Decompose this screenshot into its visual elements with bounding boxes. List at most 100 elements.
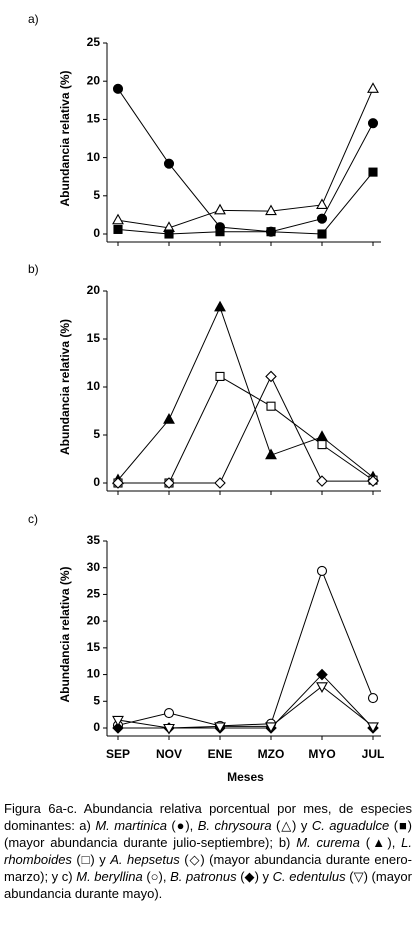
caption-text: (◆) y: [236, 869, 273, 884]
y-tick-label: 20: [87, 283, 101, 297]
y-tick-label: 0: [93, 475, 100, 489]
y-tick-label: 15: [87, 112, 101, 126]
x-tick-label: MZO: [258, 747, 285, 761]
x-axis-label: Meses: [227, 770, 264, 784]
panel-label: b): [28, 262, 39, 276]
species-name: C. edentulus: [272, 869, 346, 884]
y-axis-label: Abundancia relativa (%): [58, 566, 72, 702]
y-tick-label: 20: [87, 613, 101, 627]
caption-text: (▲),: [359, 835, 402, 850]
series-line: [118, 375, 373, 484]
y-tick-label: 25: [87, 587, 101, 601]
series-line: [117, 685, 374, 729]
y-tick-label: 15: [87, 331, 101, 345]
marker: [215, 227, 225, 237]
marker: [265, 722, 277, 734]
marker: [367, 693, 379, 704]
caption-text: (○),: [142, 869, 171, 884]
marker: [316, 198, 328, 210]
y-tick-label: 10: [87, 379, 101, 393]
series-line: [117, 88, 374, 229]
species-name: M. martinica: [95, 818, 167, 833]
panel-label: c): [28, 512, 38, 526]
y-tick-label: 0: [93, 226, 100, 240]
y-tick-label: 0: [93, 720, 100, 734]
marker: [112, 715, 124, 727]
marker: [316, 565, 328, 576]
marker: [163, 707, 175, 719]
marker: [112, 722, 124, 734]
caption-text: (●),: [166, 818, 198, 833]
marker: [316, 430, 328, 441]
marker: [214, 300, 226, 312]
x-tick-label: JUL: [362, 747, 385, 761]
marker: [163, 413, 175, 424]
caption-text: (◇) (mayor abundancia durante enero-marz…: [4, 852, 412, 884]
caption: Figura 6a-c. Abundancia relativa porcent…: [4, 800, 412, 902]
species-name: A. hepsetus: [110, 852, 180, 867]
species-name: B. chrysoura: [197, 818, 272, 833]
marker: [164, 229, 174, 239]
marker: [265, 448, 277, 460]
marker: [112, 477, 124, 489]
marker: [367, 82, 379, 93]
y-tick-label: 35: [87, 533, 101, 547]
marker: [215, 371, 225, 381]
caption-text: (■) (mayor abundancia durante julio-sept…: [4, 818, 412, 850]
marker: [317, 229, 327, 239]
panel-label: a): [28, 12, 39, 26]
marker: [316, 668, 328, 681]
series-line: [117, 88, 374, 233]
x-tick-label: NOV: [156, 747, 182, 761]
marker: [266, 401, 276, 411]
series-line: [117, 305, 374, 481]
y-tick-label: 5: [93, 427, 100, 441]
caption-text: (▽) (mayor abundancia durante mayo).: [4, 869, 412, 901]
y-tick-label: 10: [87, 150, 101, 164]
caption-text: (□) y: [71, 852, 111, 867]
marker: [316, 213, 328, 224]
y-tick-label: 30: [87, 560, 101, 574]
species-name: M. beryllina: [76, 869, 143, 884]
marker: [367, 475, 379, 487]
y-tick-label: 20: [87, 73, 101, 87]
marker: [316, 682, 328, 693]
marker: [214, 477, 226, 489]
marker: [163, 477, 175, 489]
y-axis-label: Abundancia relativa (%): [58, 70, 72, 206]
marker: [214, 203, 226, 215]
marker: [265, 370, 277, 383]
marker: [214, 722, 226, 734]
chart: a) Abundancia relativa (%) 0 5 10 15 20 25 b) Abu…: [28, 12, 385, 784]
x-tick-label: ENE: [208, 747, 233, 761]
species-name: L. rhomboides: [4, 835, 412, 867]
y-tick-label: 15: [87, 640, 101, 654]
marker: [266, 227, 276, 237]
marker: [163, 158, 175, 169]
marker: [163, 723, 175, 735]
caption-text: Figura 6a-c. Abundancia relativa porcent…: [4, 801, 412, 833]
y-tick-label: 25: [87, 35, 101, 49]
x-tick-label: SEP: [106, 747, 130, 761]
series-line: [118, 673, 374, 729]
marker: [367, 118, 379, 129]
species-name: B. patronus: [170, 869, 237, 884]
y-tick-label: 5: [93, 188, 100, 202]
marker: [368, 167, 378, 177]
marker: [367, 722, 379, 734]
marker: [113, 224, 123, 234]
y-tick-label: 10: [87, 667, 101, 681]
y-axis-label: Abundancia relativa (%): [58, 319, 72, 455]
marker: [317, 440, 327, 450]
series-line: [117, 569, 374, 727]
marker: [112, 213, 124, 225]
marker: [112, 83, 124, 94]
species-name: C. aguadulce: [311, 818, 390, 833]
marker: [265, 204, 277, 216]
y-tick-label: 5: [93, 693, 100, 707]
caption-text: (△) y: [271, 818, 312, 833]
series-line: [117, 171, 374, 235]
x-tick-label: MYO: [308, 747, 335, 761]
marker: [316, 475, 328, 487]
